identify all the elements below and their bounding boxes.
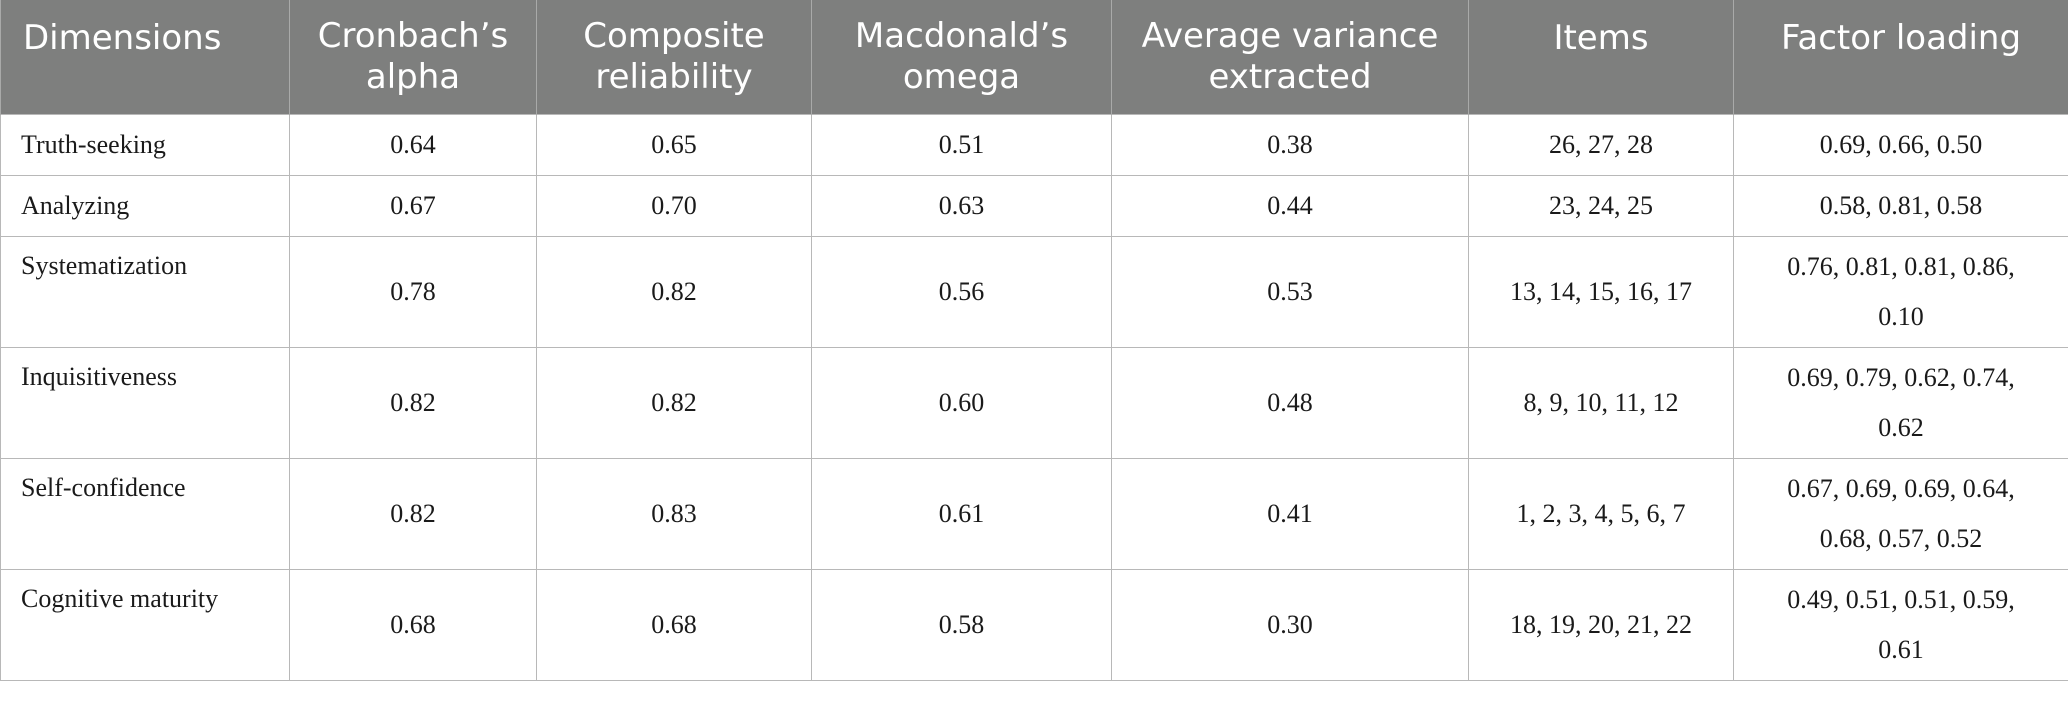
cell-items: 1, 2, 3, 4, 5, 6, 7 [1468,457,1734,570]
header-composite-reliability: Composite reliability [536,0,812,114]
factor-loading-line2: 0.62 [1878,412,1924,442]
header-composite-line2: reliability [595,56,753,97]
header-factor-loading: Factor loading [1733,0,2068,114]
cell-alpha: 0.82 [289,457,537,570]
cell-ave: 0.44 [1111,174,1469,237]
cell-items: 8, 9, 10, 11, 12 [1468,346,1734,459]
header-factor-loading-label: Factor loading [1780,18,2022,58]
header-row: Dimensions Cronbach’s alpha Composite reli… [0,0,2068,114]
header-cronbach-line1: Cronbach’s [317,15,509,56]
cell-omega: 0.58 [811,568,1112,681]
header-omega-line1: Macdonald’s [854,15,1069,56]
cell-factor-loading: 0.69, 0.79, 0.62, 0.74, 0.62 [1733,346,2068,459]
header-items-label: Items [1553,18,1649,58]
table-row: Inquisitiveness 0.82 0.82 0.60 0.48 8, 9… [0,346,2068,459]
cell-dimension: Self-confidence [0,457,290,570]
cell-composite: 0.82 [536,346,812,459]
cell-ave: 0.38 [1111,113,1469,176]
header-cronbach-line2: alpha [365,56,461,97]
cell-dimension: Analyzing [0,174,290,237]
table-body: Truth-seeking 0.64 0.65 0.51 0.38 26, 27… [0,113,2068,681]
table-row: Cognitive maturity 0.68 0.68 0.58 0.30 1… [0,568,2068,681]
cell-composite: 0.82 [536,235,812,348]
table-row: Analyzing 0.67 0.70 0.63 0.44 23, 24, 25… [0,174,2068,237]
cell-items: 26, 27, 28 [1468,113,1734,176]
table-header: Dimensions Cronbach’s alpha Composite reli… [0,0,2068,114]
cell-factor-loading: 0.69, 0.66, 0.50 [1733,113,2068,176]
cell-alpha: 0.82 [289,346,537,459]
table-row: Self-confidence 0.82 0.83 0.61 0.41 1, 2… [0,457,2068,570]
cell-factor-loading: 0.49, 0.51, 0.51, 0.59, 0.61 [1733,568,2068,681]
cell-factor-loading: 0.58, 0.81, 0.58 [1733,174,2068,237]
cell-composite: 0.70 [536,174,812,237]
cell-composite: 0.68 [536,568,812,681]
header-average-variance-extracted: Average variance extracted [1111,0,1469,114]
cell-composite: 0.65 [536,113,812,176]
cell-dimension: Cognitive maturity [0,568,290,681]
cell-omega: 0.63 [811,174,1112,237]
cell-alpha: 0.68 [289,568,537,681]
factor-loading-line2: 0.68, 0.57, 0.52 [1819,523,1983,553]
cell-dimension: Truth-seeking [0,113,290,176]
header-dimensions-label: Dimensions [23,18,222,58]
header-ave-line1: Average variance [1141,15,1439,56]
table-row: Truth-seeking 0.64 0.65 0.51 0.38 26, 27… [0,113,2068,176]
cell-dimension: Systematization [0,235,290,348]
cell-omega: 0.60 [811,346,1112,459]
cell-ave: 0.41 [1111,457,1469,570]
cell-omega: 0.51 [811,113,1112,176]
header-composite-line1: Composite [583,15,765,56]
reliability-table-container: Dimensions Cronbach’s alpha Composite reli… [0,0,2068,681]
factor-loading-line1: 0.76, 0.81, 0.81, 0.86, [1787,251,2015,281]
cell-items: 13, 14, 15, 16, 17 [1468,235,1734,348]
cell-ave: 0.30 [1111,568,1469,681]
cell-items: 23, 24, 25 [1468,174,1734,237]
factor-loading-line1: 0.67, 0.69, 0.69, 0.64, [1787,473,2015,503]
header-macdonald-omega: Macdonald’s omega [811,0,1112,114]
cell-alpha: 0.67 [289,174,537,237]
table-row: Systematization 0.78 0.82 0.56 0.53 13, … [0,235,2068,348]
cell-alpha: 0.64 [289,113,537,176]
cell-ave: 0.53 [1111,235,1469,348]
reliability-table: Dimensions Cronbach’s alpha Composite reli… [0,0,2068,681]
cell-alpha: 0.78 [289,235,537,348]
cell-omega: 0.56 [811,235,1112,348]
header-ave-line2: extracted [1208,56,1372,97]
header-dimensions: Dimensions [0,0,290,114]
header-cronbach-alpha: Cronbach’s alpha [289,0,537,114]
cell-factor-loading: 0.76, 0.81, 0.81, 0.86, 0.10 [1733,235,2068,348]
header-items: Items [1468,0,1734,114]
cell-dimension: Inquisitiveness [0,346,290,459]
cell-composite: 0.83 [536,457,812,570]
cell-factor-loading: 0.67, 0.69, 0.69, 0.64, 0.68, 0.57, 0.52 [1733,457,2068,570]
factor-loading-line2: 0.10 [1878,301,1924,331]
factor-loading-line2: 0.61 [1878,634,1924,664]
factor-loading-line1: 0.69, 0.79, 0.62, 0.74, [1787,362,2015,392]
cell-omega: 0.61 [811,457,1112,570]
cell-ave: 0.48 [1111,346,1469,459]
header-omega-line2: omega [902,56,1021,97]
factor-loading-line1: 0.49, 0.51, 0.51, 0.59, [1787,584,2015,614]
cell-items: 18, 19, 20, 21, 22 [1468,568,1734,681]
